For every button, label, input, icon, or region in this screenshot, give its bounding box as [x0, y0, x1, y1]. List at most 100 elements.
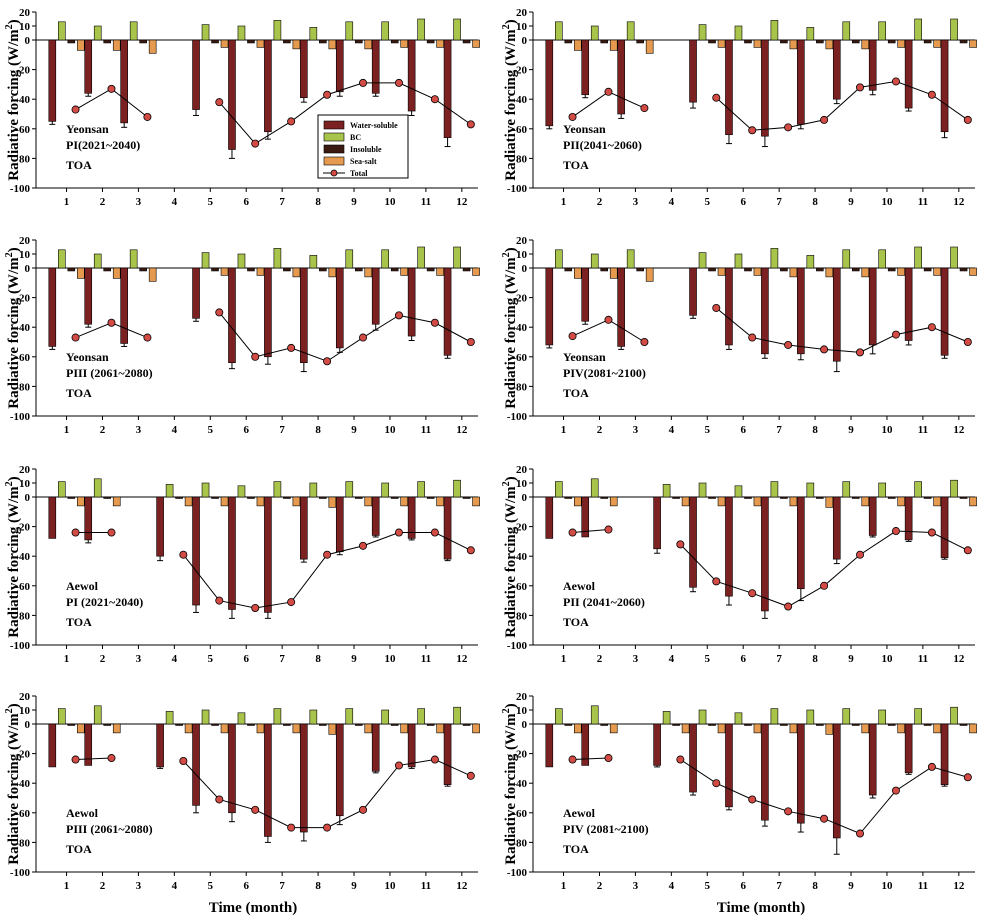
bar-bc-m7	[770, 481, 779, 498]
total-marker-m9	[856, 550, 865, 559]
x-tick-label: 10	[881, 424, 893, 436]
bar-bc-m10	[381, 249, 390, 269]
x-tick-label: 7	[776, 880, 782, 892]
bar-sea-salt-m7	[292, 39, 301, 50]
bar-sea-salt-m8	[328, 723, 337, 735]
x-tick-label: 11	[421, 880, 431, 892]
bar-water-soluble-m10	[371, 267, 380, 325]
bar-insoluble-m2	[600, 496, 609, 499]
bar-bc-m2	[93, 705, 102, 725]
x-tick-label: 12	[456, 653, 468, 665]
bar-sea-salt-m12	[969, 267, 977, 276]
bar-water-soluble-m12	[443, 39, 452, 138]
total-marker-m7	[287, 343, 296, 352]
x-tick-label: 3	[136, 424, 142, 436]
total-marker-m12	[963, 773, 972, 782]
bar-bc-m6	[237, 485, 246, 498]
total-line	[75, 757, 112, 761]
bar-insoluble-m1	[564, 39, 573, 44]
bar-water-soluble-m9	[832, 267, 841, 362]
bar-water-soluble-m12	[443, 267, 452, 356]
bar-insoluble-m7	[780, 723, 788, 726]
x-tick-label: 3	[633, 880, 639, 892]
bar-water-soluble-m9	[335, 496, 344, 553]
y-axis-title-superscript: 2	[501, 24, 512, 29]
bar-bc-m8	[309, 27, 318, 41]
x-tick-label: 2	[100, 424, 106, 436]
bar-bc-m10	[381, 21, 390, 41]
y-tick-label: -20	[512, 65, 527, 77]
total-marker-m9	[359, 333, 368, 342]
total-marker-m9	[856, 83, 865, 92]
bar-water-soluble-m7	[264, 267, 272, 358]
y-tick-label: -20	[512, 522, 527, 534]
panel-period-label: PI (2021~2040)	[66, 595, 143, 609]
bar-sea-salt-m9	[861, 496, 870, 507]
bar-sea-salt-m2	[609, 723, 618, 734]
bar-sea-salt-m1	[76, 267, 85, 279]
bar-sea-salt-m10	[897, 496, 906, 507]
bar-insoluble-m9	[851, 723, 860, 726]
total-marker-m1	[71, 333, 80, 342]
bar-bc-m11	[417, 18, 425, 41]
x-tick-label: 6	[243, 653, 249, 665]
bar-sea-salt-m11	[436, 39, 444, 48]
total-line	[182, 532, 472, 609]
total-marker-m3	[143, 112, 152, 121]
bar-sea-salt-m8	[328, 39, 337, 50]
y-axis-title-superscript: 2	[501, 252, 512, 257]
bar-sea-salt-m12	[969, 723, 977, 734]
y-tick-label: -20	[15, 522, 30, 534]
bar-insoluble-m6	[247, 496, 255, 499]
x-tick-label: 1	[561, 424, 567, 436]
y-tick-label: 0	[25, 263, 31, 275]
bar-water-soluble-m1	[48, 39, 57, 122]
x-tick-label: 1	[64, 880, 70, 892]
bar-bc-m2	[590, 253, 599, 269]
bar-insoluble-m2	[103, 267, 112, 272]
x-tick-label: 2	[597, 424, 603, 436]
bar-bc-m8	[806, 27, 815, 41]
total-line	[218, 82, 472, 145]
bar-bc-m6	[734, 712, 743, 725]
bar-water-soluble-m12	[940, 723, 949, 785]
bar-insoluble-m1	[564, 723, 573, 726]
total-marker-m8	[820, 115, 829, 124]
x-tick-label: 2	[100, 653, 106, 665]
bar-bc-m3	[626, 21, 635, 41]
bar-water-soluble-m11	[407, 723, 416, 768]
bar-water-soluble-m9	[335, 267, 344, 349]
y-tick-label: 20	[19, 235, 31, 247]
bar-insoluble-m8	[319, 723, 327, 726]
bar-insoluble-m6	[247, 267, 255, 272]
bar-insoluble-m12	[959, 267, 968, 272]
total-marker-m1	[568, 755, 577, 764]
bar-bc-m1	[554, 708, 563, 725]
bar-water-soluble-m8	[797, 267, 805, 355]
total-marker-m5	[712, 577, 721, 586]
bar-bc-m4	[662, 484, 671, 498]
y-tick-label: 10	[19, 21, 31, 33]
y-axis-title-main: Radiative forcing (W/m	[503, 713, 519, 865]
bar-insoluble-m9	[354, 39, 363, 44]
bar-insoluble-m4	[175, 723, 183, 726]
total-marker-m12	[466, 546, 475, 555]
total-marker-m3	[640, 337, 649, 346]
bar-insoluble-m3	[636, 267, 644, 272]
bar-insoluble-m6	[744, 723, 752, 726]
bar-insoluble-m9	[851, 496, 860, 499]
bar-water-soluble-m2	[581, 267, 590, 322]
y-tick-label: 80	[19, 610, 31, 622]
bar-sea-salt-m6	[256, 267, 265, 276]
total-marker-m8	[323, 90, 332, 99]
panel-level-label: TOA	[563, 386, 589, 400]
y-tick-label: -80	[512, 837, 527, 849]
bar-water-soluble-m11	[904, 267, 913, 341]
bar-insoluble-m10	[390, 496, 399, 499]
bar-bc-m5	[698, 24, 707, 41]
y-axis-title-close: )	[503, 247, 519, 252]
x-tick-label: 5	[705, 653, 711, 665]
bar-sea-salt-m2	[112, 723, 121, 734]
total-marker-m2	[107, 528, 116, 537]
total-marker-m11	[927, 90, 936, 99]
